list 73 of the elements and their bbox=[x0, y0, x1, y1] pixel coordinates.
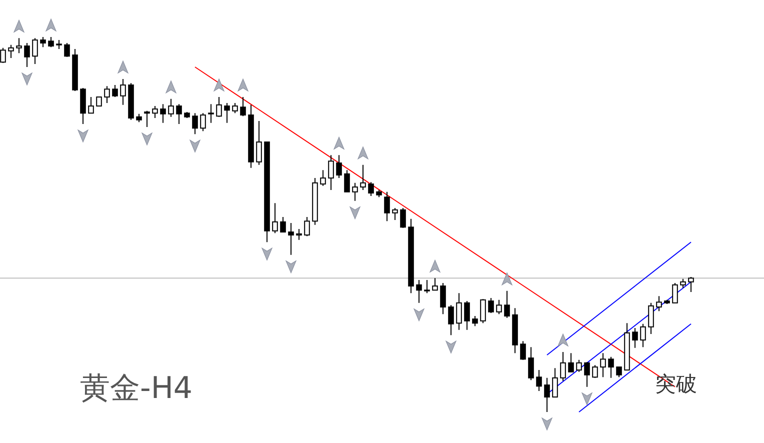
candlestick bbox=[672, 282, 678, 304]
candlestick bbox=[416, 280, 422, 304]
candlestick bbox=[640, 323, 646, 348]
candlestick bbox=[488, 298, 494, 314]
candlestick bbox=[160, 104, 166, 124]
candlestick bbox=[88, 96, 94, 114]
candlestick bbox=[8, 44, 14, 58]
candlestick bbox=[232, 102, 238, 114]
candlestick bbox=[32, 38, 38, 64]
candlestick bbox=[24, 42, 30, 68]
candlestick bbox=[432, 278, 438, 291]
candlestick bbox=[440, 282, 446, 315]
candlestick bbox=[80, 88, 86, 124]
candlestick bbox=[632, 328, 638, 348]
candlestick bbox=[216, 96, 222, 118]
candlestick bbox=[424, 280, 430, 294]
candlestick bbox=[144, 110, 150, 128]
candlestick bbox=[152, 106, 158, 118]
candlestick bbox=[304, 216, 310, 237]
candlestick bbox=[576, 359, 582, 372]
candlestick bbox=[560, 352, 566, 382]
candlestick bbox=[296, 228, 302, 240]
candlestick bbox=[520, 340, 526, 360]
candlestick bbox=[648, 302, 654, 334]
candlestick bbox=[368, 182, 374, 196]
candlestick bbox=[336, 154, 342, 178]
annotation: 突破 bbox=[655, 372, 697, 396]
candlestick bbox=[472, 316, 478, 327]
candlestick bbox=[168, 98, 174, 118]
candlestick bbox=[496, 299, 502, 315]
candlestick bbox=[656, 296, 662, 312]
candlestick bbox=[464, 300, 470, 330]
candlestick bbox=[224, 102, 230, 124]
candlestick bbox=[544, 377, 550, 412]
text: 黄金-H4 bbox=[80, 371, 192, 406]
candlestick bbox=[256, 120, 262, 166]
candlestick bbox=[392, 208, 398, 220]
candlestick bbox=[400, 208, 406, 228]
candlestick bbox=[48, 36, 54, 48]
candlestick bbox=[480, 298, 486, 324]
candlestick bbox=[360, 164, 366, 190]
candlestick bbox=[288, 222, 294, 256]
candlestick bbox=[328, 154, 334, 190]
candlestick bbox=[104, 86, 110, 104]
candlestick bbox=[192, 112, 198, 135]
candlestick bbox=[584, 362, 590, 388]
candlestick bbox=[200, 112, 206, 132]
candlestick bbox=[528, 346, 534, 381]
candlestick bbox=[608, 356, 614, 378]
candlestick bbox=[456, 292, 462, 330]
candlestick bbox=[600, 352, 606, 378]
candlestick bbox=[536, 370, 542, 392]
candlestick bbox=[384, 191, 390, 222]
candlestick bbox=[272, 202, 278, 234]
candlestick bbox=[616, 366, 622, 378]
candlestick bbox=[688, 276, 694, 292]
candlestick bbox=[592, 364, 598, 378]
candlestick bbox=[280, 216, 286, 232]
candlestick bbox=[16, 38, 22, 54]
candlestick bbox=[352, 182, 358, 202]
candlestick bbox=[64, 42, 70, 58]
candlestick bbox=[240, 96, 246, 117]
candlestick bbox=[208, 104, 214, 124]
candlestick bbox=[320, 170, 326, 186]
candlestick bbox=[568, 352, 574, 372]
candlestick bbox=[344, 170, 350, 192]
candlestick bbox=[176, 104, 182, 124]
candlestick bbox=[448, 304, 454, 336]
candlestick bbox=[120, 78, 126, 106]
candlestick bbox=[552, 368, 558, 398]
candlestick bbox=[504, 290, 510, 318]
candlestick bbox=[40, 36, 46, 48]
candlestick bbox=[112, 84, 118, 98]
